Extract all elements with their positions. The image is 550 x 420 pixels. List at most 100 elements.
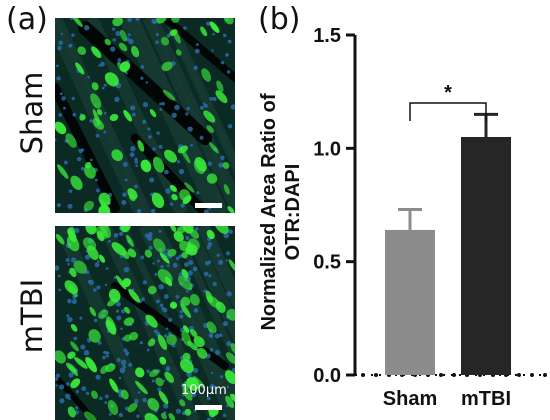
fluorescent-cell [184, 182, 195, 193]
fluorescent-cell [157, 334, 168, 350]
nucleus [209, 383, 216, 390]
nucleus [73, 336, 78, 341]
nucleus [142, 119, 147, 124]
mtbi-scale-bar [195, 405, 222, 410]
nucleus [108, 412, 112, 416]
x-tick-label: Sham [383, 388, 437, 410]
fluorescent-cell [200, 26, 208, 37]
nucleus [57, 45, 62, 51]
nucleus [148, 135, 152, 139]
nucleus [225, 259, 229, 262]
nucleus [97, 260, 100, 263]
nucleus [165, 188, 171, 194]
nucleus [225, 53, 229, 57]
nucleus [127, 33, 131, 37]
nucleus [212, 97, 217, 102]
nucleus [139, 341, 144, 345]
nucleus [185, 236, 190, 241]
fluorescent-cell [137, 140, 145, 152]
nucleus [63, 160, 68, 165]
nucleus [104, 401, 108, 404]
fluorescent-cell [171, 193, 178, 201]
nucleus [194, 227, 199, 231]
nucleus [186, 371, 192, 378]
nucleus [140, 255, 145, 260]
nucleus [228, 229, 233, 234]
nucleus [122, 192, 127, 197]
nucleus [134, 160, 138, 164]
x-axis-dot [374, 373, 378, 377]
fluorescent-cell [206, 321, 217, 334]
nucleus [115, 30, 121, 37]
fluorescent-cell [99, 226, 111, 239]
nucleus [178, 254, 183, 259]
nucleus [128, 38, 134, 45]
nucleus [67, 298, 72, 304]
fluorescent-cell [166, 334, 177, 346]
fluorescent-cell [182, 379, 193, 390]
fluorescent-cell [70, 341, 79, 352]
nucleus [123, 266, 130, 273]
nucleus [89, 119, 93, 123]
fluorescent-cell [70, 324, 78, 332]
nucleus [185, 112, 189, 116]
nucleus [169, 202, 174, 206]
nucleus [152, 262, 155, 265]
nucleus [156, 131, 160, 135]
fluorescent-cell [158, 390, 169, 405]
nucleus [227, 39, 232, 44]
nucleus [106, 351, 110, 355]
y-tick-label: 0.5 [313, 252, 341, 274]
nucleus [208, 274, 212, 278]
nucleus [148, 245, 153, 250]
fluorescent-cell [228, 259, 235, 272]
nucleus [199, 135, 204, 140]
nucleus [142, 101, 149, 108]
fluorescent-cell [120, 226, 131, 233]
fluorescent-cell [168, 413, 176, 420]
nucleus [103, 83, 107, 87]
nucleus [129, 152, 135, 158]
nucleus [216, 253, 220, 257]
tissue-fiber [142, 18, 235, 213]
fluorescent-cell [164, 371, 175, 383]
nucleus [84, 254, 91, 260]
fluorescent-cell [74, 357, 88, 369]
nucleus [72, 112, 77, 117]
fluorescent-cell [206, 173, 218, 184]
nucleus [220, 375, 224, 379]
y-tick-label: 1.0 [313, 138, 341, 160]
nucleus [178, 168, 185, 175]
nucleus [59, 92, 63, 96]
nucleus [96, 188, 100, 193]
nucleus [57, 274, 61, 278]
fluorescent-cell [98, 254, 106, 263]
nucleus [191, 391, 197, 398]
fluorescent-cell [179, 399, 186, 407]
fluorescent-cell [65, 362, 77, 373]
nucleus [115, 309, 120, 313]
sham-micrograph [55, 18, 235, 213]
bar-mtbi [461, 137, 511, 375]
nucleus [218, 162, 224, 168]
x-axis-dot [517, 373, 521, 377]
nucleus [59, 398, 65, 404]
nucleus [211, 49, 214, 52]
fluorescent-cell [116, 62, 127, 74]
fluorescent-cell [230, 393, 235, 403]
nucleus [80, 344, 86, 350]
fluorescent-cell [147, 397, 160, 411]
nucleus [67, 203, 73, 209]
nucleus [194, 48, 200, 54]
fluorescent-cell [222, 161, 230, 169]
nucleus [65, 258, 70, 263]
nucleus [104, 394, 109, 399]
bar-chart: Normalized Area Ratio of OTR:DAPI 0.0 0.5… [258, 25, 547, 410]
nucleus [209, 96, 213, 101]
nucleus [193, 65, 198, 71]
nucleus [148, 232, 153, 236]
nucleus [116, 315, 122, 321]
nucleus [188, 260, 194, 266]
fluorescent-cell [119, 29, 127, 42]
nucleus [160, 265, 164, 269]
